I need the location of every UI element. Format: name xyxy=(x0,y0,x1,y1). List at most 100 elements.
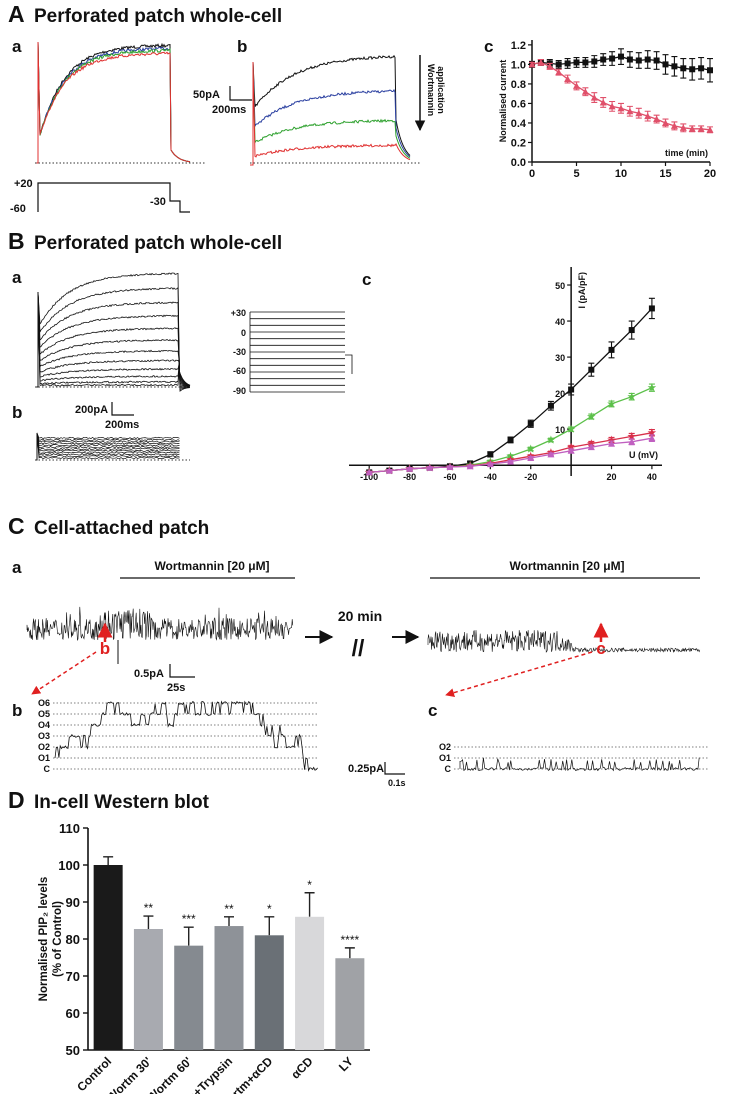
y-tick-label: 70 xyxy=(66,969,80,984)
data-point xyxy=(688,125,696,132)
x-tick-label: Wortm 30' xyxy=(104,1054,155,1094)
label: 200pA xyxy=(75,404,108,416)
label: // xyxy=(352,635,365,661)
scale-bar xyxy=(384,762,405,775)
data-point xyxy=(608,346,615,353)
bar xyxy=(174,945,204,1050)
data-point xyxy=(547,402,554,409)
label: b xyxy=(237,37,247,56)
data-point xyxy=(662,61,669,68)
x-tick-label: -60 xyxy=(443,472,456,482)
data-point xyxy=(600,56,607,63)
x-tick-label: -80 xyxy=(403,472,416,482)
data-point xyxy=(689,66,696,73)
label: -30 xyxy=(150,196,166,208)
x-tick-label: 10 xyxy=(615,168,627,180)
y-tick-label: 80 xyxy=(66,932,80,947)
trace xyxy=(250,61,411,166)
data-point xyxy=(626,56,633,63)
trace xyxy=(35,291,191,388)
data-point xyxy=(587,412,596,421)
arrow xyxy=(445,651,593,698)
data-point xyxy=(670,122,678,129)
data-point xyxy=(537,58,545,66)
y-tick-label: 0.0 xyxy=(511,157,526,169)
data-point xyxy=(573,59,580,66)
trace xyxy=(35,432,180,461)
data-point xyxy=(707,67,713,74)
data-point xyxy=(653,57,660,64)
y-tick-label: 60 xyxy=(66,1006,80,1021)
error-bar xyxy=(183,926,194,946)
scale-bar xyxy=(229,86,252,101)
y-tick-label: 0.8 xyxy=(511,79,526,91)
label: 50pA xyxy=(193,89,220,101)
data-point xyxy=(564,60,571,67)
data-point xyxy=(679,124,687,131)
label: 200ms xyxy=(105,419,139,431)
x-tick-label: 15 xyxy=(659,168,671,180)
data-point xyxy=(627,431,636,440)
x-tick-label: αCD xyxy=(288,1054,316,1082)
label: a xyxy=(12,37,22,56)
data-point xyxy=(635,57,642,64)
label: C xyxy=(445,764,452,774)
label: D xyxy=(8,787,25,813)
trace xyxy=(250,61,411,166)
label: c xyxy=(428,701,437,720)
annotation: *** xyxy=(182,912,196,926)
data-point xyxy=(590,94,598,101)
data-point xyxy=(628,438,636,445)
error-bar xyxy=(344,947,355,959)
data-point xyxy=(680,65,687,72)
trace xyxy=(26,606,294,642)
trace xyxy=(250,54,411,166)
data-point xyxy=(635,109,643,117)
data-point xyxy=(446,463,454,470)
data-point xyxy=(528,60,536,68)
label: Cell-attached patch xyxy=(34,518,209,539)
data-point xyxy=(426,464,434,471)
data-point xyxy=(527,420,534,427)
y-tick-label: 100 xyxy=(58,858,80,873)
annotation: **** xyxy=(341,933,360,947)
data-point xyxy=(626,107,634,115)
trace xyxy=(35,291,190,389)
data-point xyxy=(698,65,705,72)
y-axis-label: I (pA/pF) xyxy=(577,272,587,309)
label: -60 xyxy=(233,366,246,376)
data-point xyxy=(385,467,393,474)
annotation: * xyxy=(267,902,272,916)
data-point xyxy=(697,125,705,132)
label: Wortmannin [20 μM] xyxy=(154,559,269,573)
data-point xyxy=(627,392,636,401)
arrow xyxy=(31,651,97,695)
y-tick-label: 90 xyxy=(66,895,80,910)
label: c xyxy=(362,270,371,289)
y-tick-label: 110 xyxy=(59,821,80,836)
trace xyxy=(35,432,180,461)
trace xyxy=(35,432,180,461)
annotation: ** xyxy=(144,901,154,915)
y-tick-label: 50 xyxy=(66,1043,80,1058)
x-tick-label: -100 xyxy=(360,472,378,482)
trace xyxy=(35,291,191,388)
trace xyxy=(35,291,191,388)
y-axis-label: Normalised PIP₂ levels xyxy=(38,877,50,1002)
error-bar xyxy=(224,916,234,927)
data-point xyxy=(466,462,474,470)
data-point xyxy=(591,58,598,65)
label: O4 xyxy=(38,720,50,730)
trace xyxy=(35,291,191,388)
trace xyxy=(54,700,318,772)
data-point xyxy=(607,435,616,444)
y-tick-label: 30 xyxy=(555,353,565,363)
data-point xyxy=(582,59,589,66)
label: O2 xyxy=(38,742,50,752)
series-line xyxy=(369,307,653,474)
data-point xyxy=(662,119,669,126)
bar xyxy=(335,958,365,1050)
data-point xyxy=(486,460,494,468)
x-axis-label: time (min) xyxy=(665,148,708,158)
